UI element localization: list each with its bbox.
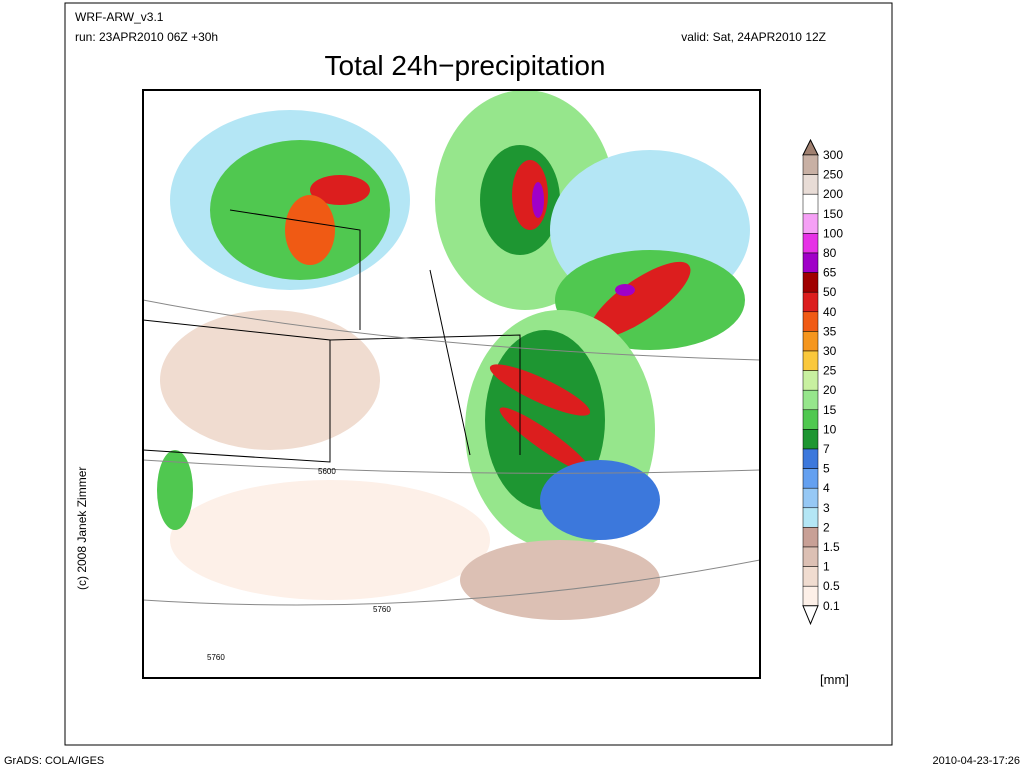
colorbar-box (802, 370, 819, 391)
unit-label: [mm] (820, 672, 849, 687)
colorbar-label: 100 (823, 226, 843, 240)
colorbar-label: 40 (823, 305, 837, 319)
colorbar-box (802, 174, 819, 195)
colorbar-box (802, 193, 819, 215)
colorbar-box (802, 213, 819, 234)
map: 5600 5760 5760 (142, 89, 761, 679)
colorbar-label: 2 (823, 520, 830, 534)
colorbar-label: 35 (823, 324, 837, 338)
colorbar-box (802, 429, 819, 450)
colorbar-box (802, 527, 819, 548)
contour-label: 5600 (318, 467, 336, 476)
colorbar-label: 30 (823, 344, 837, 358)
precip-field (143, 90, 760, 620)
map-frame (142, 89, 761, 679)
colorbar-label: 300 (823, 148, 843, 162)
colorbar-box (802, 546, 819, 567)
colorbar-box (802, 291, 819, 313)
colorbar-box (802, 311, 819, 332)
colorbar-label: 250 (823, 168, 843, 182)
valid-label: valid: Sat, 24APR2010 12Z (681, 30, 826, 44)
colorbar-label: 80 (823, 246, 837, 260)
title: Total 24h−precipitation (325, 50, 606, 81)
colorbar-box (802, 252, 819, 273)
colorbar-label: 5 (823, 462, 830, 476)
footer-left: GrADS: COLA/IGES (4, 755, 104, 767)
colorbar-label: 50 (823, 285, 837, 299)
colorbar-box (802, 350, 819, 371)
colorbar-triangle (802, 605, 819, 626)
run-label: run: 23APR2010 06Z +30h (75, 30, 218, 44)
colorbar-box (802, 233, 819, 254)
colorbar: 300 250 200 150 100 80 65 50 40 35 30 25 20 15 10 7 5 4 3 2… (802, 138, 843, 626)
colorbar-label: 20 (823, 383, 837, 397)
colorbar-label: 4 (823, 481, 830, 495)
colorbar-label: 25 (823, 364, 837, 378)
colorbar-label: 0.5 (823, 579, 840, 593)
colorbar-label: 1 (823, 560, 830, 574)
colorbar-label: 1.5 (823, 540, 840, 554)
colorbar-box (802, 272, 819, 293)
colorbar-box (802, 448, 819, 469)
colorbar-box (802, 389, 819, 411)
colorbar-label: 15 (823, 403, 837, 417)
colorbar-label: 7 (823, 442, 830, 456)
colorbar-label: 200 (823, 187, 843, 201)
copyright: (c) 2008 Janek Zimmer (75, 467, 89, 590)
colorbar-label: 3 (823, 501, 830, 515)
colorbar-box (802, 331, 819, 352)
colorbar-box (802, 566, 819, 587)
colorbar-box (802, 507, 819, 528)
contour-label: 5760 (373, 605, 391, 614)
colorbar-box (802, 409, 819, 430)
model-label: WRF-ARW_v3.1 (75, 10, 164, 24)
colorbar-box (802, 585, 819, 607)
colorbar-label: 10 (823, 422, 837, 436)
contour-label: 5760 (207, 653, 225, 662)
colorbar-box (802, 468, 819, 489)
colorbar-box (802, 487, 819, 509)
colorbar-label: 150 (823, 207, 843, 221)
colorbar-box (802, 154, 819, 175)
colorbar-label: 0.1 (823, 599, 840, 613)
footer-right: 2010-04-23-17:26 (933, 755, 1020, 767)
colorbar-label: 65 (823, 266, 837, 280)
